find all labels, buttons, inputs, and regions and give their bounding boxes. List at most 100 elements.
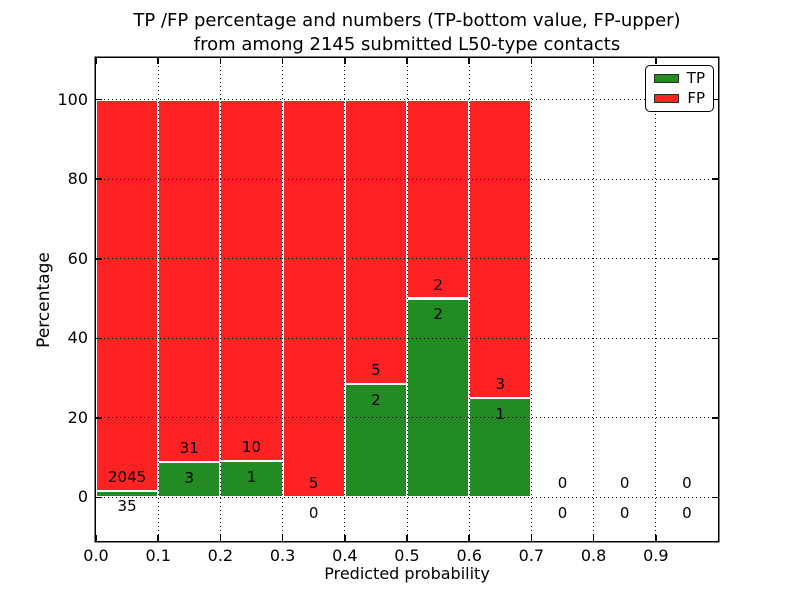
fp-count-label: 3 <box>495 374 506 393</box>
fp-count-label: 10 <box>241 438 262 457</box>
fp-bar-segment <box>469 99 532 398</box>
v-gridline <box>593 58 595 541</box>
x-tick <box>95 535 97 541</box>
x-tick-label: 0.0 <box>83 546 109 565</box>
fp-bar-segment <box>407 99 470 299</box>
x-tick <box>157 535 159 541</box>
x-tick <box>655 58 657 64</box>
tp-bar-segment <box>469 397 532 498</box>
v-gridline <box>530 58 532 541</box>
fp-bar-segment <box>344 99 407 384</box>
tp-count-label: 0 <box>619 504 630 523</box>
tp-count-label: 1 <box>495 404 506 423</box>
fp-count-label: 2 <box>433 275 443 294</box>
x-tick-label: 0.5 <box>394 546 420 565</box>
x-tick <box>468 58 470 64</box>
legend-item-fp: FP <box>654 91 705 106</box>
y-tick <box>712 258 718 260</box>
x-tick <box>95 58 97 64</box>
x-tick <box>219 58 222 64</box>
y-tick <box>712 337 718 339</box>
fp-count-label: 31 <box>179 439 199 458</box>
x-tick-label: 0.9 <box>643 546 669 565</box>
tp-swatch <box>654 74 679 83</box>
y-tick-label: 100 <box>57 89 88 109</box>
y-tick <box>96 178 102 180</box>
x-tick-label: 0.2 <box>207 546 234 565</box>
tp-count-label: 0 <box>557 504 568 523</box>
tp-count-label: 1 <box>246 468 257 487</box>
fp-bar-segment <box>282 99 345 498</box>
y-tick-label: 40 <box>67 328 88 348</box>
x-tick <box>344 58 346 64</box>
chart-title: TP /FP percentage and numbers (TP-bottom… <box>96 9 718 57</box>
x-tick <box>157 58 159 64</box>
x-tick <box>530 535 533 541</box>
x-tick <box>655 535 657 541</box>
legend: TP FP <box>645 65 714 112</box>
x-tick <box>219 535 222 541</box>
chart-title-line1: TP /FP percentage and numbers (TP-bottom… <box>133 10 681 31</box>
y-tick <box>712 417 718 419</box>
v-gridline <box>344 58 346 541</box>
fp-count-label: 0 <box>682 474 692 493</box>
v-gridline <box>219 58 221 541</box>
chart-title-line2: from among 2145 submitted L50-type conta… <box>193 34 621 55</box>
x-tick-label: 0.7 <box>518 546 545 565</box>
legend-item-tp: TP <box>654 71 705 86</box>
x-axis-label: Predicted probability <box>324 564 490 583</box>
v-gridline <box>406 58 408 541</box>
y-tick-label: 0 <box>77 487 88 507</box>
fp-count-label: 0 <box>557 474 568 493</box>
plot-area: 2045 35 31 3 10 1 5 0 5 2 2 2 3 1 0 0 0 0 0 0 0 20 40 60 80 100 0.… <box>57 58 718 565</box>
x-tick <box>406 58 408 64</box>
tp-count-label: 0 <box>308 504 319 523</box>
y-tick <box>96 417 102 419</box>
tp-bar-segment <box>220 461 283 498</box>
x-tick <box>530 58 533 64</box>
legend-label: FP <box>687 89 705 107</box>
x-tick-label: 0.8 <box>580 546 607 565</box>
y-tick <box>96 496 102 499</box>
v-gridline <box>282 58 284 541</box>
fp-bar-segment <box>158 99 221 463</box>
y-tick <box>712 178 718 180</box>
y-tick <box>712 496 718 499</box>
x-tick-label: 0.1 <box>145 546 171 565</box>
y-tick <box>96 337 102 339</box>
y-tick-label: 60 <box>67 248 88 268</box>
x-tick <box>281 535 284 541</box>
x-tick <box>592 535 595 541</box>
x-tick <box>281 58 284 64</box>
x-tick-label: 0.3 <box>269 546 296 565</box>
fp-bar-segment <box>96 99 159 491</box>
tp-count-label: 2 <box>433 305 443 324</box>
v-gridline <box>468 58 470 541</box>
fp-count-label: 0 <box>619 474 630 493</box>
tp-bar-segment <box>158 462 221 498</box>
tp-count-label: 35 <box>117 497 137 516</box>
tp-count-label: 3 <box>184 469 195 488</box>
x-tick <box>592 58 595 64</box>
fp-count-label: 5 <box>371 360 381 379</box>
tp-count-label: 2 <box>371 390 381 409</box>
y-tick <box>712 98 718 101</box>
y-tick <box>96 98 102 101</box>
y-tick-label: 20 <box>67 407 88 427</box>
tp-count-label: 0 <box>682 504 692 523</box>
fp-count-label: 5 <box>308 474 319 493</box>
fp-count-label: 2045 <box>108 467 147 486</box>
v-gridline <box>655 58 657 541</box>
tp-bar-segment <box>344 383 407 498</box>
tp-bar-segment <box>407 298 470 498</box>
x-tick <box>468 535 470 541</box>
y-tick-label: 80 <box>67 169 88 189</box>
v-gridline <box>157 58 159 541</box>
x-tick-label: 0.4 <box>332 546 358 565</box>
x-tick <box>406 535 408 541</box>
fp-bar-segment <box>220 99 283 462</box>
x-tick-label: 0.6 <box>456 546 482 565</box>
y-tick <box>96 258 102 260</box>
legend-label: TP <box>686 69 705 87</box>
fp-swatch <box>654 94 680 103</box>
